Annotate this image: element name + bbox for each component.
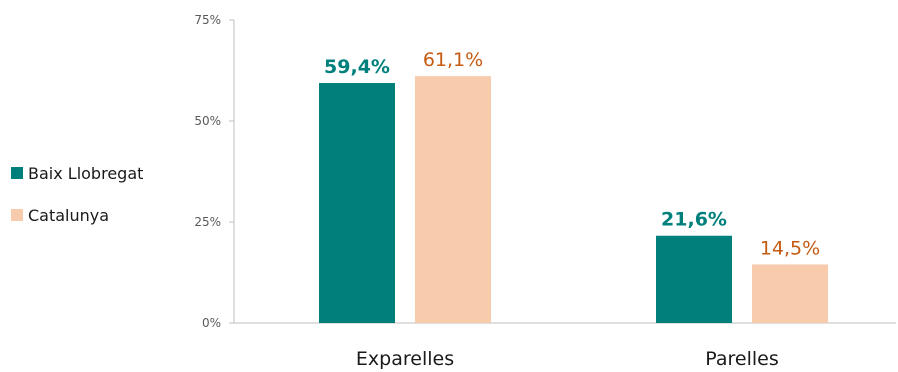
y-tick-label: 50% — [194, 114, 221, 128]
data-labels-layer: 59,4% 21,6% 61,1% 14,5% — [324, 49, 820, 259]
y-tick-label: 0% — [202, 316, 221, 330]
y-tick-label: 75% — [194, 13, 221, 27]
bars-layer — [319, 76, 828, 323]
bar-catalunya-parelles — [752, 264, 828, 323]
legend-swatch — [11, 167, 23, 179]
data-label: 21,6% — [661, 209, 727, 231]
legend-swatch — [11, 209, 23, 221]
x-category-label: Parelles — [705, 348, 778, 370]
bar-baix-llobregat-exparelles — [319, 83, 395, 323]
legend: Baix Llobregat Catalunya — [11, 164, 143, 225]
legend-label: Catalunya — [28, 206, 109, 225]
data-label: 14,5% — [760, 237, 820, 259]
bar-catalunya-exparelles — [415, 76, 491, 323]
x-category-label: Exparelles — [356, 348, 454, 370]
data-label: 61,1% — [423, 49, 483, 71]
bar-baix-llobregat-parelles — [656, 235, 732, 323]
legend-label: Baix Llobregat — [28, 164, 143, 183]
data-label: 59,4% — [324, 56, 390, 78]
y-tick-label: 25% — [194, 215, 221, 229]
